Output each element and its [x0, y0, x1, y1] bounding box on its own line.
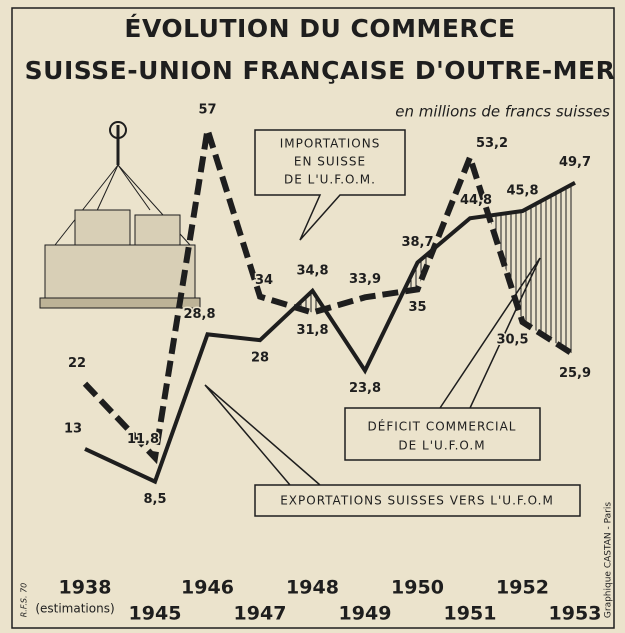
credit: Graphique CASTAN - Paris: [604, 502, 614, 618]
value-label: 35: [408, 300, 426, 315]
x-tick-label: 1948: [286, 577, 339, 599]
x-tick-label: 1945: [129, 603, 182, 625]
value-label: 23,8: [349, 381, 381, 396]
value-label: 31,8: [296, 323, 328, 338]
value-label: 22: [68, 356, 86, 371]
x-tick-label: 1946: [181, 577, 234, 599]
value-label: 44,8: [460, 193, 492, 208]
value-label: 28,8: [183, 307, 215, 322]
value-label: 28: [251, 351, 269, 366]
value-label: 11,8: [127, 432, 159, 447]
x-tick-label: 1952: [496, 577, 549, 599]
subtitle: en millions de francs suisses: [395, 103, 610, 121]
crate-illustration: [40, 122, 200, 308]
x-tick-label: 1953: [549, 603, 602, 625]
value-label: 30,5: [496, 333, 528, 348]
annotation: DÉFICIT COMMERCIAL: [368, 419, 517, 434]
value-label: 8,5: [143, 492, 166, 507]
value-label: 53,2: [476, 136, 508, 151]
value-label: 49,7: [559, 155, 591, 170]
annotation: DE L'U.F.O.M: [398, 439, 485, 453]
x-tick-label: 1938: [59, 577, 112, 599]
title: ÉVOLUTION DU COMMERCE: [124, 14, 515, 43]
annotation: IMPORTATIONS: [280, 137, 381, 151]
value-label: 34: [255, 273, 273, 288]
value-label: 45,8: [506, 184, 538, 199]
title-line-2: SUISSE-UNION FRANÇAISE D'OUTRE-MER: [25, 56, 616, 85]
note: (estimations): [35, 602, 114, 616]
annotation: EN SUISSE: [294, 155, 366, 169]
value-label: 13: [64, 421, 82, 436]
annotation: EXPORTATIONS SUISSES VERS L'U.F.O.M: [280, 494, 554, 508]
x-tick-label: 1949: [339, 603, 392, 625]
x-tick-label: 1950: [391, 577, 444, 599]
value-label: 33,9: [349, 272, 381, 287]
annotation: DE L'U.F.O.M.: [284, 173, 376, 187]
value-label: 38,7: [401, 235, 433, 250]
value-label: 34,8: [296, 263, 328, 278]
value-label: 57: [198, 102, 216, 117]
chart: ÉVOLUTION DU COMMERCE SUISSE-UNION FRANÇ…: [0, 0, 625, 633]
value-label: 25,9: [559, 366, 591, 381]
credit: R.F.S. 70: [20, 583, 29, 618]
x-tick-label: 1951: [444, 603, 497, 625]
x-tick-label: 1947: [234, 603, 287, 625]
